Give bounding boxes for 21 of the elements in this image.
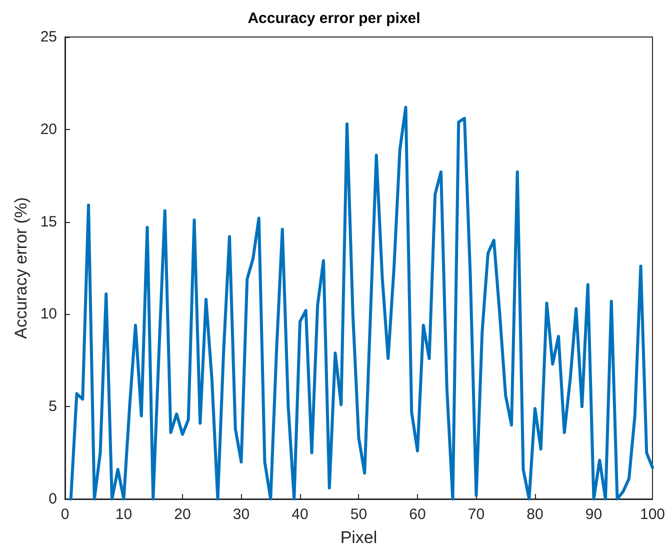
y-tick-label: 15	[40, 213, 57, 230]
y-tick-label: 20	[40, 120, 57, 138]
x-tick-label: 40	[292, 506, 308, 523]
x-tick-label: 30	[232, 506, 250, 523]
x-tick-label: 60	[409, 506, 426, 523]
x-tick-label: 0	[60, 506, 70, 523]
x-tick-label: 100	[640, 506, 665, 523]
chart-title: Accuracy error per pixel	[248, 10, 420, 27]
x-tick-label: 20	[174, 506, 191, 523]
x-tick-label: 50	[350, 506, 368, 523]
x-tick-label: 80	[526, 506, 544, 523]
y-tick-label: 10	[40, 306, 57, 323]
x-tick-label: 10	[115, 506, 132, 523]
x-tick-label: 90	[585, 506, 602, 523]
y-axis-title: Accuracy error (%)	[11, 197, 30, 339]
y-tick-label: 0	[48, 490, 57, 508]
x-axis-title: Pixel	[340, 528, 378, 547]
y-tick-label: 25	[40, 28, 57, 46]
line-series	[69, 106, 654, 500]
x-tick-label: 70	[468, 506, 485, 523]
y-tick-label: 5	[48, 398, 57, 416]
